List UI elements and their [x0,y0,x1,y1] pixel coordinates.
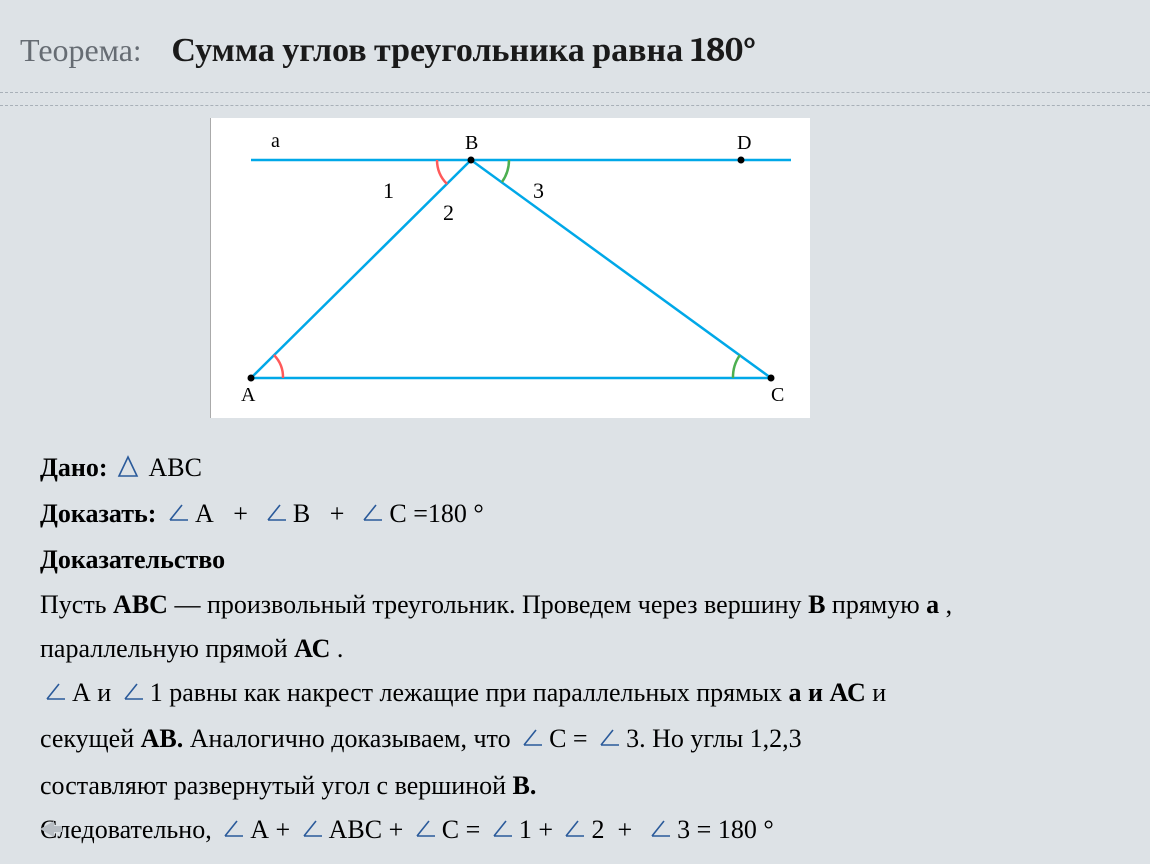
angle-icon [597,721,623,761]
t: АВ. [141,724,184,753]
t: С [442,815,459,844]
prove-C: С [389,499,406,528]
angle-icon [413,812,439,852]
t: + [269,815,297,844]
t: АС [294,634,330,663]
t: а и АС [789,678,866,707]
angle-icon [121,675,147,715]
theorem-header: Теорема: Сумма углов треугольника равна … [0,0,1150,80]
angle-icon [221,812,247,852]
t: А [72,678,91,707]
t: секущей [40,724,141,753]
slide-arrow-icon [38,817,66,846]
t: — произвольный треугольник. Проведем чер… [168,590,808,619]
label-B: B [465,132,478,155]
angle-icon [166,496,192,536]
proof-section: Дано: АВС Доказать: А + В + С =180 ° Док… [0,418,1150,852]
t: . [330,634,343,663]
angle-icon [264,496,290,536]
diagram-svg [211,118,811,418]
angle-3: 3 [533,178,544,204]
proof-line-5: составляют развернутый угол с вершиной В… [40,766,1120,806]
prove-B: В [293,499,310,528]
theorem-statement: Сумма углов треугольника равна 180° [171,30,756,70]
t: Пусть [40,590,113,619]
angle-icon [300,812,326,852]
divider-line-2 [0,105,1150,106]
t: , [939,590,952,619]
angle-icon [490,812,516,852]
proof-line-3: А и 1 равны как накрест лежащие при пара… [40,673,1120,715]
prove-label: Доказать: [40,499,156,528]
proof-line-1: Пусть АВС — произвольный треугольник. Пр… [40,585,1120,625]
t: = [566,724,594,753]
angle-icon [520,721,546,761]
proof-line-4: секущей АВ. Аналогично доказываем, что С… [40,719,1120,761]
t: АВС [329,815,382,844]
angle-icon [360,496,386,536]
t: 3 [626,724,639,753]
given-value: АВС [149,453,202,482]
proof-label: Доказательство [40,540,1120,580]
t: Аналогично доказываем, что [183,724,517,753]
t: = 180 ° [690,815,774,844]
t: А [250,815,269,844]
label-a: а [271,130,280,153]
t: составляют развернутый угол с вершиной [40,771,513,800]
prove-A: А [195,499,214,528]
angle-2: 2 [443,200,454,226]
t: В. [513,771,537,800]
angle-icon [648,812,674,852]
t: = [459,815,487,844]
angle-icon [562,812,588,852]
t: равны как накрест лежащие при параллельн… [163,678,789,707]
t: АВС [113,590,168,619]
t: + [382,815,410,844]
t: . Но углы 1,2,3 [639,724,802,753]
t: Следовательно, [40,815,218,844]
proof-line-2: параллельную прямой АС . [40,629,1120,669]
t: 3 [677,815,690,844]
given-row: Дано: АВС [40,448,1120,490]
t: параллельную прямой [40,634,294,663]
t: и [866,678,886,707]
t: С [549,724,566,753]
triangle-icon [117,450,139,490]
t: а [926,590,939,619]
t: 1 [150,678,163,707]
label-D: D [737,132,751,155]
t: и [91,678,118,707]
theorem-label: Теорема: [20,32,141,69]
given-label: Дано: [40,453,108,482]
angle-icon [43,675,69,715]
label-A: A [241,384,255,407]
t: 1 [519,815,532,844]
label-C: C [771,384,784,407]
geometry-diagram: а B D A C 1 2 3 [210,118,810,418]
t: В [808,590,825,619]
divider-line-1 [0,92,1150,93]
t: + [532,815,560,844]
prove-eq: =180 ° [413,499,484,528]
angle-1: 1 [383,178,394,204]
proof-line-6: Следовательно, А + АВС + С = 1 + 2 + 3 =… [40,810,1120,852]
prove-row: Доказать: А + В + С =180 ° [40,494,1120,536]
t: 2 [591,815,604,844]
t: прямую [825,590,926,619]
